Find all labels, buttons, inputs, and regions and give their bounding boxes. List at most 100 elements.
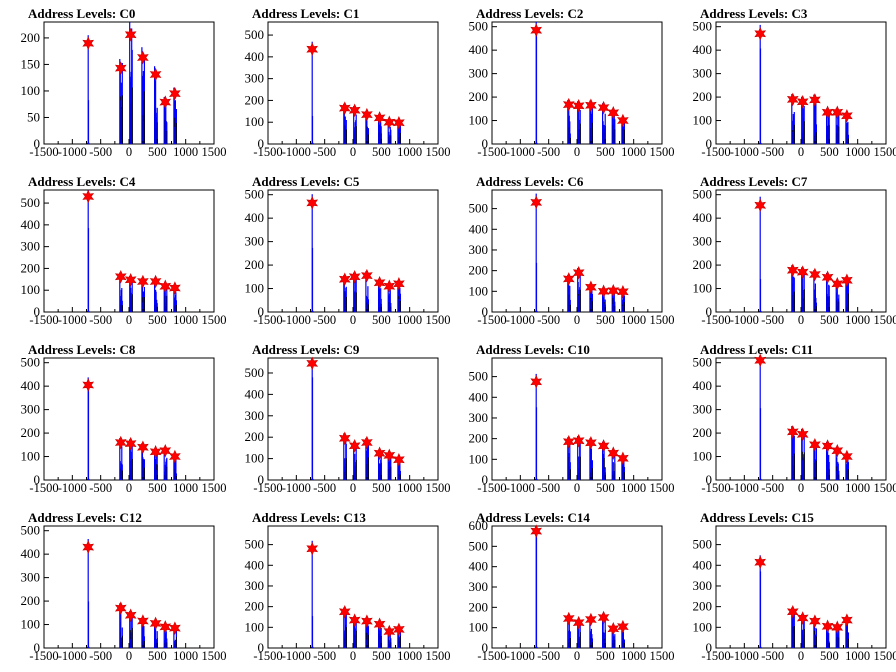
x-tick-label: 500: [820, 313, 839, 327]
peak-marker: [607, 446, 620, 460]
y-tick-label: 0: [258, 304, 265, 319]
plot-frame: [491, 357, 663, 481]
x-tick-label: -500: [313, 481, 336, 495]
peak-marker: [585, 280, 597, 294]
peak-marker: [796, 95, 809, 109]
y-tick-label: 100: [693, 619, 713, 634]
histogram-series: [86, 539, 178, 649]
histogram-series: [86, 377, 178, 481]
x-tick-label: 1000: [845, 481, 870, 495]
chart-title: Address Levels: C1: [252, 6, 359, 21]
peak-marker: [169, 449, 181, 464]
peak-marker: [821, 270, 834, 285]
x-tick-label: -1000: [282, 649, 311, 663]
peak-marker: [373, 111, 386, 125]
x-tick-label: 0: [574, 649, 580, 663]
x-tick-label: 1000: [845, 649, 870, 663]
x-tick-label: -1000: [58, 481, 87, 495]
y-tick-label: 500: [245, 537, 265, 552]
peak-marker: [841, 109, 853, 123]
x-tick-label: 1500: [650, 313, 675, 327]
x-tick-label: 1000: [621, 313, 646, 327]
chart-panel-c0: Address Levels: C0 0 50 100 150 200 -1500 -1000…: [21, 6, 227, 159]
chart-title: Address Levels: C7: [700, 174, 808, 189]
peak-marker: [393, 452, 405, 467]
peak-marker: [82, 540, 95, 554]
x-tick-label: 500: [372, 649, 391, 663]
y-tick-label: 300: [21, 239, 41, 254]
plot-frame: [491, 189, 663, 313]
peak-marker: [597, 100, 610, 115]
x-tick-label: -1000: [58, 649, 87, 663]
y-tick-label: 300: [469, 579, 489, 594]
x-tick-label: -1500: [253, 145, 282, 159]
y-tick-label: 50: [27, 109, 40, 124]
chart-title: Address Levels: C2: [476, 6, 583, 21]
chart-panel-c5: Address Levels: C50100200300400500-1500-…: [245, 174, 451, 327]
peak-marker: [383, 624, 396, 639]
peak-marker: [306, 356, 319, 371]
peak-marker: [169, 281, 181, 295]
plot-frame: [491, 21, 663, 145]
x-tick-label: 1000: [397, 649, 422, 663]
peak-marker: [306, 196, 319, 210]
y-tick-label: 300: [21, 570, 41, 585]
peak-marker: [809, 438, 821, 452]
y-tick-label: 200: [469, 89, 489, 104]
peak-marker: [607, 106, 620, 120]
peak-marker: [617, 113, 629, 128]
peak-marker: [786, 263, 799, 277]
y-tick-label: 400: [21, 217, 41, 232]
peak-marker: [831, 443, 844, 458]
x-tick-label: 500: [596, 145, 615, 159]
y-tick-label: 400: [245, 49, 265, 64]
x-tick-label: 0: [350, 649, 356, 663]
x-tick-label: 0: [350, 145, 356, 159]
y-tick-label: 200: [21, 593, 41, 608]
y-tick-label: 0: [482, 136, 489, 151]
histogram-series: [310, 358, 402, 481]
chart-panel-c8: Address Levels: C80100200300400500-1500-…: [21, 342, 227, 495]
x-tick-label: 500: [372, 313, 391, 327]
y-tick-label: 400: [469, 389, 489, 404]
x-tick-label: 0: [798, 313, 804, 327]
x-tick-label: -1500: [477, 145, 506, 159]
x-tick-label: -1500: [477, 313, 506, 327]
peak-marker: [373, 446, 386, 460]
x-tick-label: 1000: [621, 145, 646, 159]
y-tick-label: 400: [245, 386, 265, 401]
x-tick-label: -500: [89, 481, 112, 495]
y-tick-label: 500: [469, 201, 489, 216]
histogram-series: [86, 190, 178, 313]
x-tick-label: -500: [313, 649, 336, 663]
x-tick-label: 1500: [874, 481, 896, 495]
peak-marker: [831, 105, 844, 120]
y-tick-label: 200: [21, 425, 41, 440]
y-tick-label: 500: [693, 355, 713, 370]
peak-marker: [373, 275, 386, 290]
x-tick-label: 1500: [202, 313, 227, 327]
peak-marker: [841, 449, 853, 464]
y-tick-label: 100: [693, 281, 713, 296]
y-tick-label: 300: [469, 242, 489, 257]
y-tick-label: 500: [469, 538, 489, 553]
x-tick-label: 1500: [874, 313, 896, 327]
x-tick-label: 1500: [202, 145, 227, 159]
chart-panel-c10: Address Levels: C10 0 100 200 300 400 500 -1500…: [469, 342, 675, 495]
histogram-series: [758, 196, 850, 313]
peak-marker: [348, 103, 361, 117]
x-tick-label: -500: [761, 313, 784, 327]
x-tick-label: -1000: [730, 145, 759, 159]
y-tick-label: 0: [34, 640, 41, 655]
peak-marker: [821, 619, 834, 634]
histogram-series: [86, 22, 178, 145]
y-tick-label: 200: [693, 425, 713, 440]
peak-marker: [585, 98, 597, 113]
x-tick-label: 1000: [845, 145, 870, 159]
y-tick-label: 0: [706, 304, 713, 319]
peak-marker: [169, 621, 181, 635]
x-tick-label: 0: [350, 313, 356, 327]
x-tick-label: 500: [596, 649, 615, 663]
y-tick-label: 100: [693, 449, 713, 464]
